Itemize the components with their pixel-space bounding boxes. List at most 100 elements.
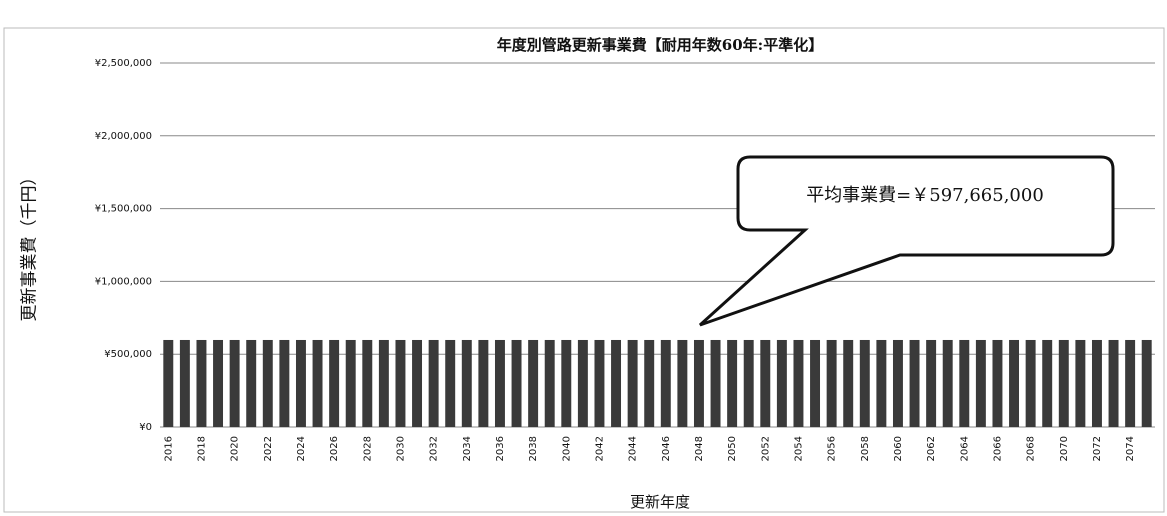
bar [528, 339, 539, 427]
bar [760, 339, 771, 427]
bar [710, 339, 721, 427]
bar [196, 339, 207, 427]
bar [1125, 339, 1136, 427]
bar [727, 339, 738, 427]
x-tick-label: 2038 [528, 436, 539, 461]
y-axis-label: 更新事業費（千円） [20, 169, 40, 322]
y-tick-label: ¥1,000,000 [95, 276, 152, 287]
x-tick-label: 2058 [860, 436, 871, 461]
x-tick-label: 2056 [827, 436, 838, 461]
x-tick-label: 2030 [395, 436, 406, 461]
x-tick-label: 2048 [694, 436, 705, 461]
x-tick-label: 2026 [329, 436, 340, 461]
bar [163, 339, 174, 427]
x-tick-label: 2032 [429, 436, 440, 461]
bar [213, 339, 224, 427]
bar [677, 339, 688, 427]
x-tick-label: 2054 [793, 436, 804, 461]
x-tick-label: 2044 [628, 436, 639, 461]
x-tick-label: 2018 [196, 436, 207, 461]
bar [262, 339, 273, 427]
x-tick-label: 2020 [230, 436, 241, 461]
x-tick-label: 2028 [362, 436, 373, 461]
bar [1058, 339, 1069, 427]
x-tick-label: 2022 [263, 436, 274, 461]
bar [859, 339, 870, 427]
x-tick-label: 2064 [959, 436, 970, 461]
y-tick-label: ¥1,500,000 [95, 204, 152, 215]
bar [1009, 339, 1020, 427]
y-tick-label: ¥0 [139, 422, 152, 433]
bar [378, 339, 389, 427]
x-tick-label: 2042 [594, 436, 605, 461]
bar [577, 339, 588, 427]
chart-title: 年度別管路更新事業費【耐用年数60年:平準化】 [497, 36, 823, 54]
x-tick-label: 2060 [893, 436, 904, 461]
bar [395, 339, 406, 427]
chart-frame [3, 27, 1165, 513]
bar [362, 339, 373, 427]
bar [461, 339, 472, 427]
bar [1141, 339, 1152, 427]
bar [412, 339, 423, 427]
callout [698, 155, 1115, 327]
x-tick-label: 2016 [163, 436, 174, 461]
x-tick-label: 2024 [296, 436, 307, 461]
x-axis-label: 更新年度 [630, 493, 690, 511]
y-tick-label: ¥500,000 [104, 349, 152, 360]
bar [693, 339, 704, 427]
x-tick-label: 2072 [1092, 436, 1103, 461]
bar [295, 339, 306, 427]
bar [345, 339, 356, 427]
bar [478, 339, 489, 427]
y-tick-label: ¥2,000,000 [95, 131, 152, 142]
bar [975, 339, 986, 427]
x-tick-label: 2036 [495, 436, 506, 461]
bar [776, 339, 787, 427]
bar [876, 339, 887, 427]
bar [494, 339, 505, 427]
bar [1108, 339, 1119, 427]
bar [1091, 339, 1102, 427]
bar [793, 339, 804, 427]
bar [511, 339, 522, 427]
bar [892, 339, 903, 427]
x-tick-label: 2066 [992, 436, 1003, 461]
x-tick-label: 2046 [661, 436, 672, 461]
plot: ¥0 ¥500,000 ¥1,000,000 ¥1,500,000 ¥2,000,000… [95, 58, 1155, 461]
bar [660, 339, 671, 427]
bar [544, 339, 555, 427]
x-tick-label: 2070 [1059, 436, 1070, 461]
bar [627, 339, 638, 427]
x-tick-label: 2040 [561, 436, 572, 461]
annotation: 平均事業費=￥597,665,000 [806, 185, 1044, 206]
bar [810, 339, 821, 427]
bar [1075, 339, 1086, 427]
bar [959, 339, 970, 427]
bar [445, 339, 456, 427]
bar [279, 339, 290, 427]
bar [179, 339, 190, 427]
bar [942, 339, 953, 427]
bar [1025, 339, 1036, 427]
y-tick-label: ¥2,500,000 [95, 58, 152, 69]
bar [246, 339, 257, 427]
bar [611, 339, 622, 427]
bar [926, 339, 937, 427]
bar [312, 339, 323, 427]
bar [229, 339, 240, 427]
bar [843, 339, 854, 427]
bar [743, 339, 754, 427]
bar [594, 339, 605, 427]
bar [826, 339, 837, 427]
bar [992, 339, 1003, 427]
x-tick-label: 2074 [1125, 436, 1136, 461]
bar [644, 339, 655, 427]
bar [329, 339, 340, 427]
x-tick-label: 2062 [926, 436, 937, 461]
x-tick-label: 2050 [727, 436, 738, 461]
bar [1042, 339, 1053, 427]
x-tick-label: 2052 [760, 436, 771, 461]
bar [909, 339, 920, 427]
